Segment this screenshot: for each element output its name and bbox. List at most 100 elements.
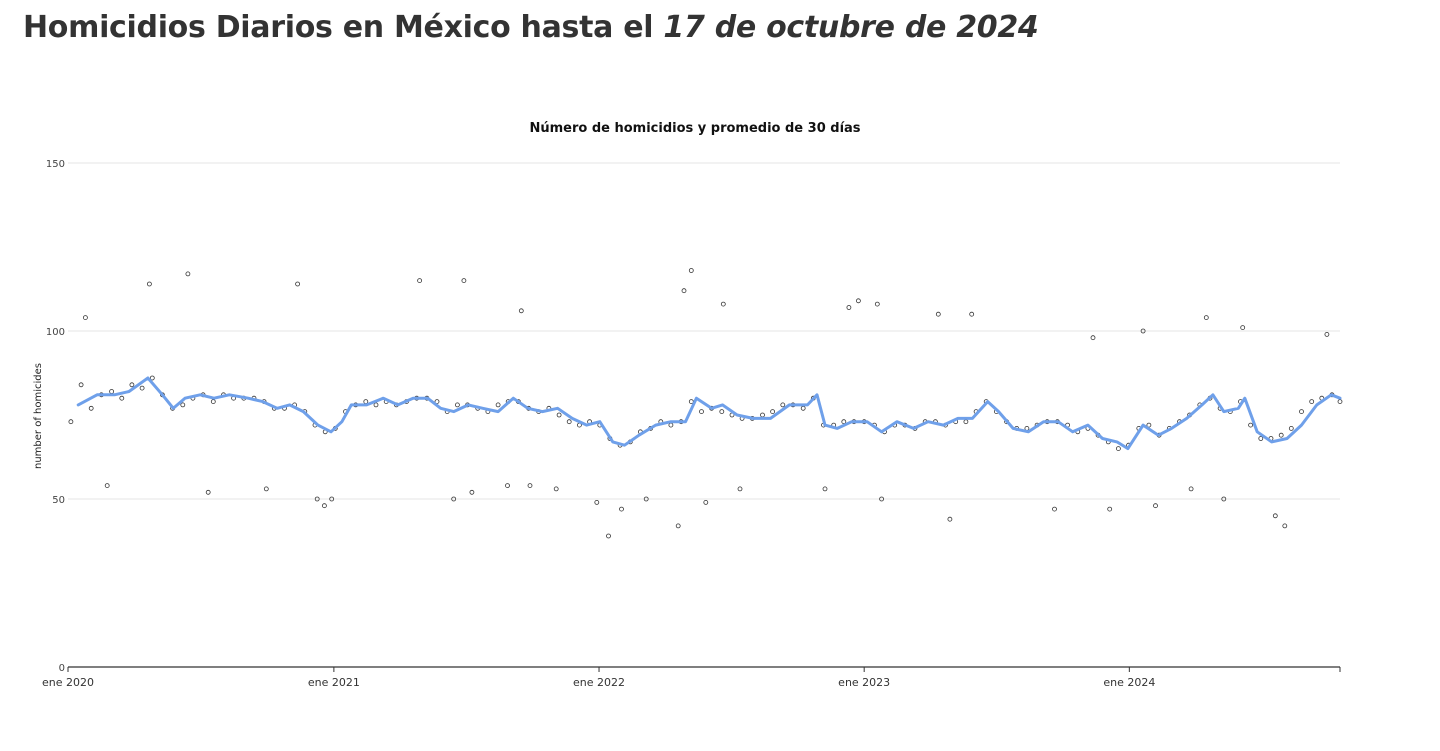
data-point (1107, 506, 1113, 512)
data-point (800, 405, 806, 411)
data-point (314, 496, 320, 502)
data-point (1188, 486, 1194, 492)
data-point (1116, 446, 1121, 452)
data-point (129, 382, 135, 388)
data-point (699, 409, 704, 415)
data-point (822, 486, 828, 492)
x-tick-label: ene 2022 (573, 676, 625, 689)
data-point (495, 402, 501, 408)
data-point (1052, 506, 1057, 512)
data-point (180, 402, 186, 408)
x-tick-label: ene 2023 (838, 676, 890, 689)
data-point (720, 301, 726, 307)
data-point (668, 422, 674, 428)
data-point (619, 506, 624, 512)
data-point (104, 483, 110, 489)
data-point (461, 278, 467, 284)
data-point (263, 486, 269, 492)
x-tick-label: ene 2021 (308, 676, 360, 689)
data-point (363, 399, 369, 405)
data-point (1203, 315, 1209, 321)
x-tick-label: ene 2024 (1103, 676, 1155, 689)
data-point (527, 483, 533, 489)
data-point (119, 395, 125, 401)
y-tick-label: 100 (46, 327, 65, 338)
data-point (874, 301, 880, 307)
data-point (969, 311, 975, 317)
data-point (856, 298, 861, 304)
data-point (88, 405, 94, 411)
data-point (1278, 432, 1284, 438)
data-point (1288, 425, 1294, 431)
data-point (770, 409, 775, 415)
data-point (594, 499, 600, 505)
data-point (505, 483, 510, 489)
data-point (841, 419, 847, 425)
average-line-group (76, 376, 1342, 451)
data-point (566, 419, 572, 425)
data-point (109, 389, 114, 394)
data-point (149, 375, 155, 381)
data-point (417, 278, 423, 284)
x-tick-label: ene 2020 (42, 676, 94, 689)
chart-title: Número de homicidios y promedio de 30 dí… (529, 121, 860, 136)
data-point (1146, 422, 1152, 428)
data-point (1324, 331, 1330, 337)
data-point (1240, 325, 1246, 331)
data-point (737, 486, 743, 492)
data-point (947, 516, 953, 522)
data-point (1258, 436, 1264, 441)
data-point (1221, 496, 1227, 502)
data-point (553, 486, 559, 492)
data-point (1337, 399, 1343, 405)
data-point (879, 496, 884, 502)
data-point (321, 503, 327, 509)
data-point (760, 412, 765, 418)
data-point (146, 281, 152, 287)
y-axis-label: number of homicides (33, 363, 44, 469)
y-tick-label: 150 (46, 159, 65, 170)
data-point (681, 288, 687, 294)
moving-average-line (76, 376, 1342, 451)
data-point (1309, 399, 1315, 405)
page-title-date: 17 de octubre de 2024 (663, 10, 1039, 45)
data-point (454, 402, 460, 408)
data-point (139, 385, 145, 391)
page-title: Homicidios Diarios en México hasta el 17… (23, 10, 1039, 45)
data-point (780, 402, 786, 408)
data-point (1140, 328, 1146, 334)
data-point (846, 305, 852, 310)
data-point (185, 271, 191, 277)
data-point (1299, 409, 1304, 415)
data-point (518, 308, 524, 314)
data-point (935, 311, 941, 317)
data-point (205, 489, 211, 495)
chart-container: Número de homicidios y promedio de 30 dí… (0, 100, 1440, 720)
data-point (719, 409, 725, 415)
x-axis: ene 2020 ene 2021 ene 2022 ene 2023 ene 2024 (42, 666, 1341, 689)
y-tick-label: 0 (59, 663, 65, 674)
data-point (1272, 513, 1278, 519)
data-point (373, 402, 379, 408)
data-point (295, 281, 301, 287)
data-point (643, 496, 649, 502)
data-point (451, 496, 457, 502)
data-point (1153, 503, 1158, 509)
data-point (963, 419, 969, 425)
data-point (1090, 335, 1096, 341)
data-point (1282, 523, 1288, 529)
data-point (1248, 422, 1253, 428)
data-point (703, 499, 709, 505)
data-point (78, 382, 84, 388)
data-point (469, 489, 475, 495)
page-title-prefix: Homicidios Diarios en México hasta el (23, 10, 654, 45)
homicides-chart: Número de homicidios y promedio de 30 dí… (33, 121, 1343, 689)
grid-lines: 0 50 100 150 (46, 159, 1340, 674)
data-point (675, 523, 681, 529)
data-point (210, 399, 216, 405)
y-tick-label: 50 (52, 495, 65, 506)
data-point (329, 496, 335, 502)
data-point (68, 419, 74, 425)
data-point (556, 412, 562, 418)
data-point (83, 315, 88, 321)
